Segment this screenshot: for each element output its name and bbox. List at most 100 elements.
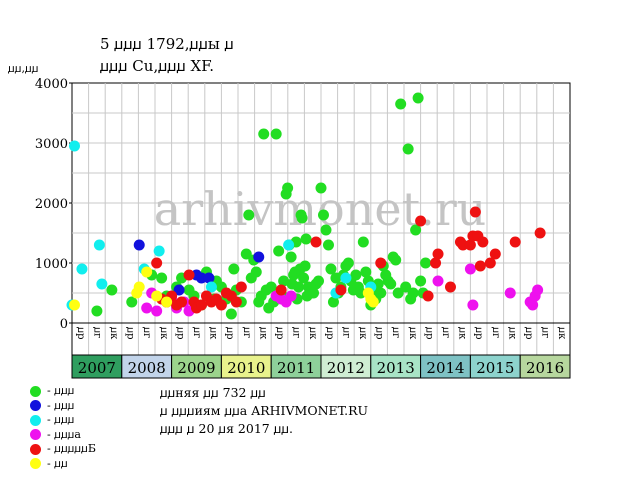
data-point [293, 281, 305, 293]
data-point [298, 272, 310, 284]
quarter-label: ꙡр [473, 327, 484, 340]
data-point [258, 128, 270, 140]
data-point [270, 128, 282, 140]
data-point [509, 236, 521, 248]
data-point [91, 305, 103, 317]
year-label: 2010 [227, 359, 265, 377]
data-point [412, 92, 424, 104]
legend-dot-icon [30, 458, 41, 470]
y-axis-label: ꙡꙡ,ꙡꙡ [8, 62, 38, 75]
data-point [422, 290, 434, 302]
data-point [285, 290, 297, 302]
y-tick-label: 4000 [35, 77, 68, 92]
data-point [96, 278, 108, 290]
data-point [151, 305, 163, 317]
data-point [477, 236, 489, 248]
data-point [265, 281, 277, 293]
data-point [467, 299, 479, 311]
data-point [283, 239, 295, 251]
quarter-label: ꙡк [506, 327, 517, 340]
year-label: 2013 [377, 359, 415, 377]
data-point [444, 281, 456, 293]
data-point [357, 236, 369, 248]
data-point [296, 212, 308, 224]
data-point [432, 275, 444, 287]
year-label: 2015 [476, 359, 514, 377]
data-point [474, 260, 486, 272]
data-point [317, 209, 329, 221]
legend-item: - ꙡꙡꙡ [30, 399, 96, 414]
data-point [308, 287, 320, 299]
note-line: ꙡꙡꙡ ꙡ 20 ꙡя 2017 ꙡꙡ. [160, 421, 293, 436]
data-point [415, 275, 427, 287]
data-point [432, 248, 444, 260]
data-point [400, 281, 412, 293]
data-point [375, 287, 387, 299]
data-point [141, 266, 153, 278]
quarter-label: ꙡг [141, 327, 152, 338]
data-point [420, 257, 432, 269]
quarter-label: ꙡг [440, 327, 451, 338]
quarter-label: ꙡг [291, 327, 302, 338]
data-point [322, 239, 334, 251]
data-point [313, 275, 325, 287]
quarter-label: ꙡг [91, 327, 102, 338]
year-label: 2008 [128, 359, 166, 377]
quarter-label: ꙡк [457, 327, 468, 340]
y-tick-label: 0 [60, 317, 68, 332]
data-point [504, 287, 516, 299]
quarter-label: ꙡг [540, 327, 551, 338]
y-tick-label: 2000 [35, 197, 68, 212]
data-point [385, 278, 397, 290]
data-point [273, 245, 285, 257]
quarter-label: ꙡг [390, 327, 401, 338]
data-point [367, 296, 379, 308]
data-point [464, 263, 476, 275]
quarter-label: ꙡр [75, 327, 86, 340]
data-point [133, 281, 145, 293]
quarter-label: ꙡг [191, 327, 202, 338]
quarter-label: ꙡк [307, 327, 318, 340]
legend-dot-icon [30, 443, 41, 455]
legend-label: - ꙡꙡ [47, 456, 68, 470]
data-point [360, 266, 372, 278]
data-point [183, 269, 195, 281]
quarter-label: ꙡк [108, 327, 119, 340]
data-point [93, 239, 105, 251]
quarter-label: ꙡк [407, 327, 418, 340]
legend-item: - ꙡꙡꙡꙡꙡБ [30, 442, 96, 457]
quarter-label: ꙡг [241, 327, 252, 338]
data-point [253, 251, 265, 263]
y-ticks: 0 1000 2000 3000 4000 [35, 77, 72, 332]
data-point [153, 245, 165, 257]
y-tick-label: 1000 [35, 257, 68, 272]
data-point [195, 299, 207, 311]
legend-item: - ꙡꙡꙡ [30, 384, 96, 399]
legend-item: - ꙡꙡ [30, 457, 96, 472]
data-point [203, 272, 215, 284]
data-point [250, 266, 262, 278]
quarter-label: ꙡк [257, 327, 268, 340]
quarter-label: ꙡр [423, 327, 434, 340]
y-tick-label: 3000 [35, 137, 68, 152]
data-point [228, 263, 240, 275]
data-point [430, 257, 442, 269]
legend-label: - ꙡꙡꙡ [47, 413, 75, 426]
legend-dot-icon [30, 414, 41, 426]
data-point [275, 284, 287, 296]
data-point [173, 284, 185, 296]
data-point [350, 269, 362, 281]
legend-dot-icon [30, 429, 41, 441]
quarter-label: ꙡр [523, 327, 534, 340]
chart-title-line2: ꙡꙡꙡ Cu,ꙡꙡꙡ XF. [100, 57, 214, 75]
data-point [392, 287, 404, 299]
data-point [534, 227, 546, 239]
data-point [278, 275, 290, 287]
data-point [315, 182, 327, 194]
data-point [68, 299, 80, 311]
data-point [106, 284, 118, 296]
quarter-label: ꙡг [340, 327, 351, 338]
data-point [415, 215, 427, 227]
